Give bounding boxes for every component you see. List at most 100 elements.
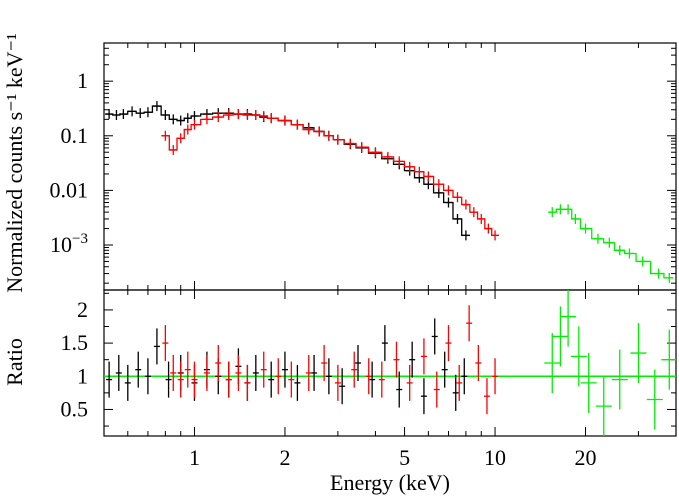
spectrum-2-point <box>395 156 404 167</box>
spectrum-3-point <box>615 245 624 256</box>
y-tick-label-bottom-1: 1.5 <box>61 330 89 355</box>
ratio-1-point <box>281 351 288 388</box>
spectrum-3-point <box>605 237 614 248</box>
ratio-2-point <box>184 351 191 388</box>
ratio-1-point <box>396 371 403 408</box>
ratio-1-point <box>153 328 160 365</box>
spectrum-1-point <box>161 110 170 121</box>
spectrum-2-point <box>405 161 414 172</box>
spectrum-2-point <box>259 111 268 122</box>
spectrum-1-point <box>190 111 199 122</box>
y-tick-label-bottom-2: 1 <box>77 363 88 388</box>
ratio-3-point <box>580 352 597 413</box>
ratio-2-point <box>235 354 242 391</box>
ratio-1-point <box>165 361 172 398</box>
spectrum-3-point <box>654 268 663 279</box>
ratio-2-point <box>162 325 169 362</box>
ratio-3-point <box>544 333 561 393</box>
ratio-1-point <box>135 351 142 388</box>
spectrum-1-point <box>112 110 121 121</box>
counts-panel: 1 0.1 0.01 10−3 <box>50 42 677 291</box>
ratio-3-point <box>611 349 628 410</box>
spectrum-1-point <box>453 213 462 224</box>
ratio-1-point <box>144 358 151 395</box>
ratio-2-point <box>492 358 499 395</box>
spectrum-2-point <box>267 113 276 124</box>
spectrum-2-point <box>333 134 342 145</box>
y-tick-label-top-1: 0.1 <box>61 123 89 148</box>
ratio-plot-frame <box>103 289 677 437</box>
ratio-2-point <box>466 305 473 342</box>
spectrum-3-point <box>581 223 590 234</box>
spectrum-2-point <box>176 133 185 144</box>
ratio-2-point <box>225 361 232 398</box>
ratio-2-point <box>378 361 385 398</box>
ratio-1-point <box>268 361 275 398</box>
spectrum-2-point <box>383 151 392 162</box>
spectrum-1-point <box>434 187 443 198</box>
ratio-1-point <box>441 351 448 388</box>
x-tick-label-5: 5 <box>399 445 410 470</box>
spectrum-2-point <box>161 130 170 141</box>
spectrum-3-point <box>548 207 557 218</box>
spectrum-2-point <box>415 166 424 177</box>
spectrum-2-point <box>469 207 478 218</box>
spectrum-2-point <box>214 112 223 123</box>
ratio-2-point <box>406 364 413 401</box>
spectrum-3-point <box>638 256 647 267</box>
spectrum-2-model-line <box>161 113 499 237</box>
ratio-1-point <box>311 354 318 391</box>
spectrum-2-point <box>357 142 366 153</box>
spectrum-2-point <box>346 138 355 149</box>
spectrum-2-point <box>280 115 289 126</box>
spectrum-2-point <box>169 144 178 155</box>
ratio-2-point <box>215 345 222 381</box>
spectrum-3-point <box>564 204 573 215</box>
ratio-2-point <box>170 354 177 391</box>
y-tick-label-top-3: 10−3 <box>50 231 88 257</box>
x-tick-label-2: 2 <box>279 445 290 470</box>
spectrum-2-point <box>304 124 313 135</box>
spectrum-3-point <box>556 204 565 215</box>
spectrum-2-point <box>234 109 243 120</box>
ratio-2-point <box>334 364 341 401</box>
y-tick-label-bottom-3: 0.5 <box>61 396 89 421</box>
ratio-y-axis-title: Ratio <box>2 338 27 386</box>
ratio-2-point <box>177 361 184 398</box>
spectrum-2-point <box>251 110 260 121</box>
spectrum-3-point <box>593 233 602 244</box>
ratio-1-point <box>115 354 122 391</box>
counts-plot-frame <box>103 42 677 291</box>
spectrum-2-point <box>190 119 199 130</box>
ratio-3-point <box>630 323 647 384</box>
ratio-1-point <box>325 358 332 395</box>
ratio-2-point <box>420 338 427 375</box>
ratio-2-point <box>393 341 400 378</box>
spectrum-2-point <box>324 130 333 141</box>
ratio-1-point <box>124 364 131 401</box>
ratio-2-point <box>275 358 282 395</box>
spectrum-1-point <box>461 230 470 241</box>
ratio-1-point <box>381 325 388 362</box>
ratio-1-point <box>339 368 346 405</box>
ratio-1-point <box>369 361 376 398</box>
y-tick-label-top-0: 1 <box>77 68 88 93</box>
spectrum-2-point <box>453 192 462 203</box>
spectrum-2-point <box>484 223 493 234</box>
ratio-3-point <box>570 326 587 387</box>
spectrum-3-point <box>665 272 674 283</box>
spectrum-2-point <box>434 179 443 190</box>
spectrum-3-model-line <box>548 208 674 279</box>
spectrum-2-point <box>491 230 500 241</box>
energy-x-axis-title: Energy (keV) <box>330 470 450 495</box>
spectrum-2-point <box>183 124 192 135</box>
ratio-2-point <box>456 364 463 401</box>
ratio-3-point <box>560 290 577 347</box>
spectrum-1-point <box>183 113 192 124</box>
ratio-2-point <box>191 361 198 398</box>
counts-data <box>105 101 674 283</box>
spectrum-2-point <box>202 114 211 125</box>
spectrum-1-point <box>105 109 114 120</box>
ratio-2-point <box>288 361 295 398</box>
